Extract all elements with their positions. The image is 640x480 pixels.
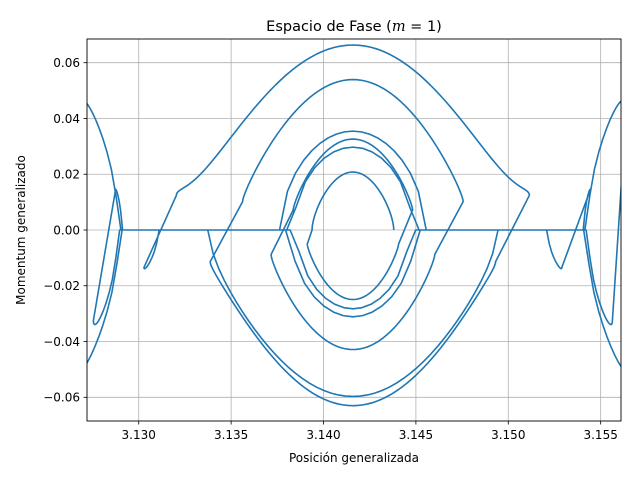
y-tick-label: −0.06 — [43, 391, 80, 405]
y-axis-ticks: −0.06 −0.04 −0.02 0.00 0.02 0.04 0.06 — [43, 56, 87, 405]
x-tick-label: 3.145 — [399, 428, 433, 442]
y-tick-label: 0.06 — [53, 56, 80, 70]
y-axis-label: Momentum generalizado — [14, 155, 28, 305]
y-tick-label: 0.04 — [53, 112, 80, 126]
x-tick-label: 3.135 — [214, 428, 248, 442]
trajectory-line — [87, 44, 621, 407]
y-tick-label: −0.02 — [43, 279, 80, 293]
chart-title: Espacio de Fase (m = 1) — [266, 19, 442, 35]
x-axis-ticks: 3.130 3.135 3.140 3.145 3.150 3.155 — [122, 421, 618, 442]
x-tick-label: 3.155 — [583, 428, 617, 442]
y-tick-label: 0.00 — [53, 223, 80, 237]
x-tick-label: 3.140 — [306, 428, 340, 442]
y-tick-label: −0.04 — [43, 335, 80, 349]
x-tick-label: 3.130 — [122, 428, 156, 442]
x-axis-label: Posición generalizada — [289, 451, 419, 465]
x-tick-label: 3.150 — [491, 428, 525, 442]
y-tick-label: 0.02 — [53, 168, 80, 182]
